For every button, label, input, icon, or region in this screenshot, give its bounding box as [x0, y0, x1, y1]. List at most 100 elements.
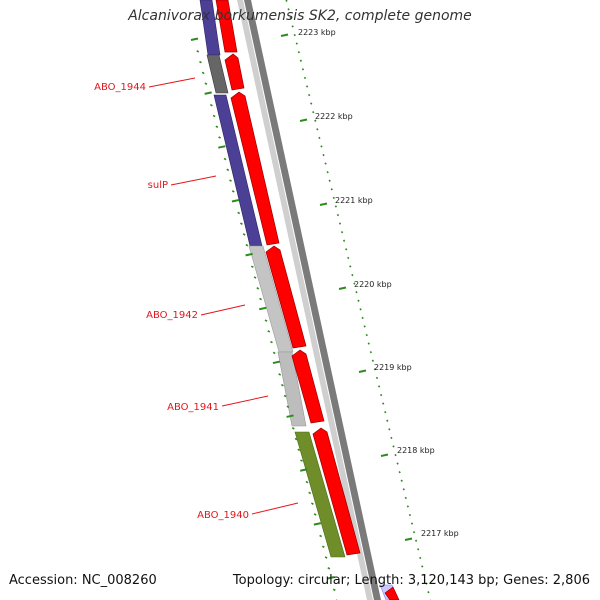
inner-tick: [245, 243, 249, 247]
inner-tick: [237, 211, 241, 215]
minor-tick: [287, 8, 290, 11]
cds-arrow-ring: [215, 0, 400, 600]
gene-label-abo1942[interactable]: ABO_1942: [146, 304, 246, 321]
minor-tick: [367, 342, 370, 345]
inner-tick: [272, 360, 281, 365]
inner-tick: [313, 522, 322, 526]
inner-tick: [226, 168, 230, 172]
gene-block-purple-top[interactable]: [199, 0, 221, 56]
minor-tick: [394, 453, 397, 457]
minor-tick: [388, 428, 391, 431]
inner-tick: [212, 114, 216, 118]
minor-tick: [396, 462, 399, 465]
gene-block-gray-abo1944[interactable]: [206, 54, 229, 94]
inner-tick: [209, 103, 213, 107]
cds-arrow-2[interactable]: [224, 53, 245, 91]
minor-tick: [414, 539, 418, 542]
inner-tick: [321, 545, 325, 549]
inner-tick: [291, 427, 295, 430]
minor-tick: [361, 316, 364, 320]
inner-tick: [300, 468, 308, 472]
minor-tick: [344, 248, 348, 251]
accession-text: Accession: NC_008260: [9, 573, 157, 588]
inner-tick: [218, 136, 221, 139]
minor-tick: [347, 256, 350, 260]
cds-arrow-3[interactable]: [230, 91, 280, 246]
inner-tick: [270, 340, 273, 344]
inner-tick: [313, 513, 317, 516]
minor-tick: [299, 59, 303, 62]
backbone-inner: [237, 0, 373, 600]
gene-label-text: ABO_1942: [146, 310, 198, 321]
inner-tick: [215, 125, 219, 129]
gene-label-text: sulP: [148, 180, 168, 191]
inner-tick: [327, 567, 331, 570]
minor-tick: [373, 368, 377, 371]
cds-arrow-4[interactable]: [265, 245, 307, 349]
inner-tick: [300, 459, 303, 462]
inner-tick: [250, 265, 254, 269]
inner-tick: [327, 575, 335, 580]
major-tick: [358, 369, 367, 373]
minor-tick: [408, 513, 412, 517]
gene-block-gray-abo1941[interactable]: [277, 351, 307, 427]
minor-tick: [305, 85, 309, 88]
minor-tick: [285, 0, 288, 2]
minor-tick: [425, 582, 428, 585]
gene-label-text: ABO_1941: [167, 402, 219, 413]
inner-tick: [223, 157, 227, 161]
gene-label-sulp[interactable]: sulP: [148, 175, 217, 191]
inner-tick: [231, 190, 235, 193]
inner-tick: [245, 252, 253, 257]
minor-tick: [404, 496, 407, 500]
tick-label-2223: 2223 kbp: [298, 28, 336, 37]
minor-tick: [377, 385, 381, 388]
inner-tick: [294, 437, 298, 441]
minor-tick: [297, 50, 301, 54]
gene-block-olive-abo1940[interactable]: [294, 431, 346, 558]
minor-tick: [371, 359, 375, 362]
cds-arrow-6[interactable]: [312, 427, 361, 556]
cds-arrow-5[interactable]: [291, 349, 325, 424]
minor-tick: [316, 128, 319, 131]
cds-arrow-7[interactable]: [384, 586, 400, 600]
inner-tick: [253, 276, 257, 279]
minor-tick: [320, 145, 323, 148]
topology-text: Topology: circular; Length: 3,120,143 bp…: [232, 573, 590, 588]
inner-tick: [278, 373, 282, 376]
minor-tick: [338, 222, 342, 225]
gene-label-abo1941[interactable]: ABO_1941: [167, 395, 269, 413]
minor-tick: [291, 25, 294, 28]
cds-arrow-1[interactable]: [215, 0, 238, 53]
inner-tick: [259, 306, 267, 311]
minor-tick: [398, 470, 401, 474]
minor-tick: [390, 436, 393, 440]
gene-label-abo1940[interactable]: ABO_1940: [197, 502, 299, 521]
inner-tick: [201, 71, 205, 75]
minor-tick: [421, 565, 424, 568]
inner-tick: [272, 351, 276, 355]
minor-tick: [412, 530, 416, 534]
inner-tick: [280, 383, 284, 387]
gene-label-abo1944[interactable]: ABO_1944: [94, 77, 196, 93]
inner-tick: [286, 414, 294, 418]
minor-tick: [353, 282, 356, 285]
inner-tick: [332, 588, 336, 592]
inner-tick: [308, 491, 312, 495]
minor-tick: [419, 556, 422, 560]
minor-tick: [392, 445, 395, 448]
inner-tick: [204, 91, 212, 95]
gene-block-gray-abo1942[interactable]: [248, 245, 294, 353]
minor-tick: [406, 505, 410, 508]
minor-tick: [328, 179, 331, 182]
minor-tick: [307, 93, 311, 97]
minor-tick: [322, 153, 325, 157]
minor-tick: [359, 308, 362, 311]
tick-label-2220: 2220 kbp: [354, 280, 392, 289]
inner-tick: [204, 82, 208, 85]
minor-tick: [310, 102, 313, 105]
major-tick: [299, 118, 308, 122]
minor-tick: [351, 273, 354, 277]
inner-tick: [256, 287, 260, 290]
